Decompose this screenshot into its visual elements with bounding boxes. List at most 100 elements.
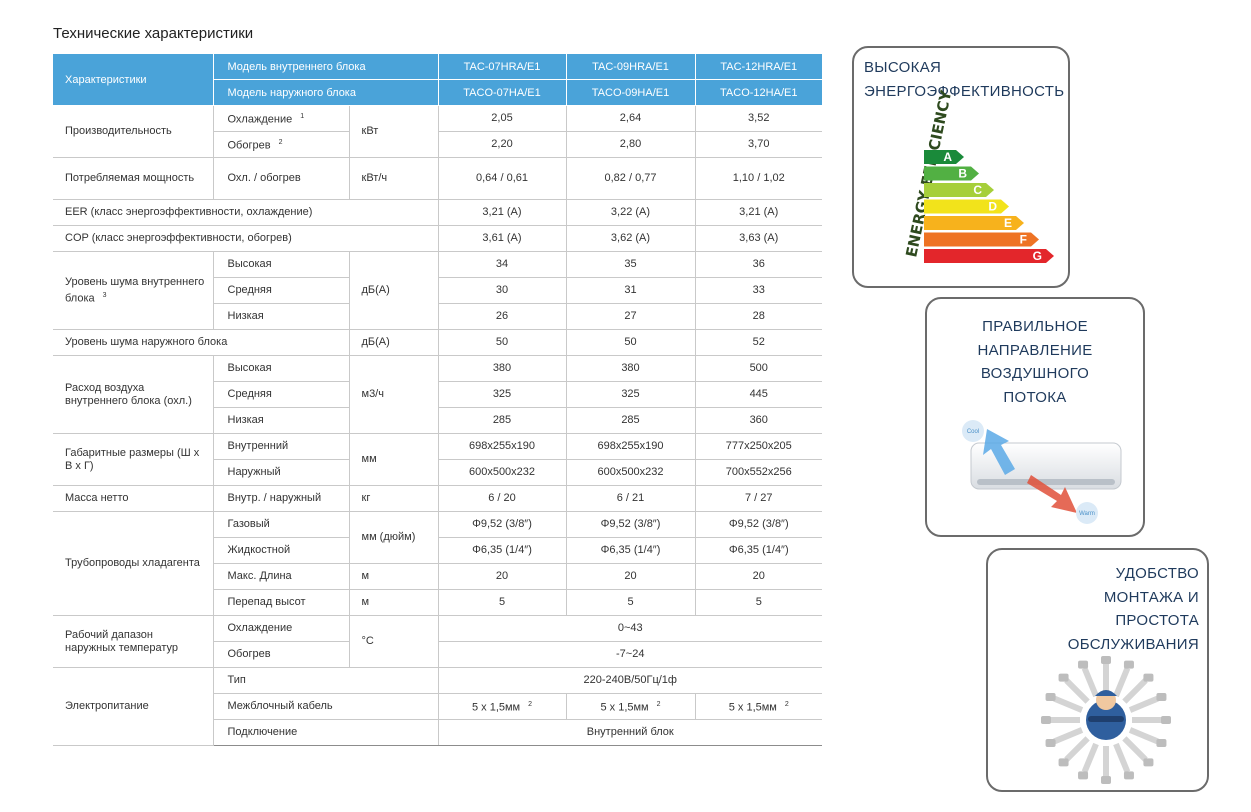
table-cell: Модель внутреннего блока — [212, 54, 438, 80]
tool-icon — [1041, 716, 1051, 724]
table-part: Охлаждение — [227, 113, 293, 126]
ac-illustration: Cool Warm — [962, 420, 1122, 524]
tool-icon — [1058, 673, 1069, 682]
table-part: Трубопроводы хладагента Газовый мм (дюйм… — [53, 511, 822, 616]
tool-icon — [1156, 738, 1167, 747]
title-line: ПРАВИЛЬНОЕ — [982, 318, 1088, 335]
table-cell: Φ6,35 (1/4″) — [437, 537, 567, 564]
title-line: ОБСЛУЖИВАНИЯ — [1067, 635, 1199, 653]
table-part: Производительность Охлаждение 1 кВт 2,05 2… — [53, 105, 822, 746]
energy-class-bar — [924, 249, 1054, 263]
table-cell: °C — [348, 615, 439, 668]
tool-ray — [1053, 695, 1084, 713]
table-cell: -7~24 — [437, 641, 822, 668]
table-cell: Уровень шума внутреннего блока 3 — [53, 251, 214, 330]
table-part: Средняя 325 325 445 — [53, 381, 822, 408]
table-part: Габаритные размеры (Ш х В х Г) Внутренни… — [53, 433, 822, 486]
table-part: Масса нетто Внутр. / наружный кг 6 / 20 6… — [53, 485, 822, 512]
table-cell: 500 — [694, 355, 822, 382]
table-cell: 600x500x232 — [565, 459, 696, 486]
table-cell: кВт/ч — [348, 157, 439, 200]
title-line: УДОБСТВО — [1115, 565, 1199, 582]
table-cell: TACO-07HA/E1 — [437, 79, 566, 106]
table-part: Модель наружного блока TACO-07HA/E1 TACO… — [53, 79, 822, 106]
tool-icon — [1058, 758, 1069, 767]
table-cell: Потребляемая мощность — [53, 157, 214, 200]
page-title: Технические характеристики — [53, 25, 254, 42]
table-part: Обогрев — [227, 139, 271, 152]
table-cell: Φ9,52 (3/8″) — [565, 511, 696, 538]
cool-arrow — [983, 429, 1015, 475]
table-cell: 33 — [694, 277, 822, 304]
table-cell: 31 — [565, 277, 696, 304]
table-cell: Средняя — [213, 277, 350, 304]
table-cell: 2,64 — [565, 105, 696, 132]
service-panel: УДОБСТВО МОНТАЖА И ПРОСТОТА ОБСЛУЖИВАНИЯ — [986, 548, 1209, 792]
table-cell: м — [348, 589, 439, 616]
table-cell: дБ(А) — [348, 251, 439, 330]
table-part: Низкая 26 27 28 — [53, 303, 822, 330]
energy-class-letter: D — [988, 200, 997, 214]
table-cell: Обогрев 2 — [213, 131, 350, 158]
energy-class-bar — [924, 166, 979, 181]
table-cell: 285 — [437, 407, 567, 434]
table-cell: мм (дюйм) — [348, 511, 439, 564]
table-part: Уровень шума внутреннего блока — [65, 275, 205, 305]
tool-icon — [1101, 776, 1111, 784]
tool-ray — [1122, 736, 1148, 762]
table-cell: 3,21 (A) — [694, 199, 822, 226]
table-cell: Φ6,35 (1/4″) — [565, 537, 696, 564]
table-cell: EER (класс энергоэффективности, охлажден… — [53, 199, 439, 226]
energy-class-letter: F — [1020, 233, 1027, 247]
technician-illustration — [1041, 656, 1171, 784]
tool-icon — [1143, 758, 1154, 767]
table-cell: 30 — [437, 277, 567, 304]
table-cell: 5 — [437, 589, 567, 616]
table-cell: 1,10 / 1,02 — [694, 157, 822, 200]
warm-badge — [1076, 502, 1098, 524]
table-cell: Перепад высот — [213, 589, 350, 616]
table-cell: м3/ч — [348, 355, 439, 434]
table-part: Уровень шума внутреннего блока 3 Высокая … — [53, 251, 822, 330]
table-cell: 3,63 (A) — [694, 225, 822, 252]
table-cell: 325 — [437, 381, 567, 408]
table-cell: 360 — [694, 407, 822, 434]
table-cell: 777x250x205 — [694, 433, 822, 460]
table-cell: 0,64 / 0,61 — [437, 157, 567, 200]
warm-label: Warm — [1079, 511, 1095, 517]
table-cell: Газовый — [212, 511, 350, 538]
table-cell: Электропитание — [53, 667, 214, 746]
technician-cap — [1095, 690, 1117, 696]
table-cell: Подключение — [213, 719, 439, 746]
energy-class-letter: C — [973, 183, 982, 197]
table-cell: TAC-12HRA/E1 — [694, 54, 822, 80]
cool-badge — [962, 420, 984, 442]
table-cell: кВт — [348, 105, 439, 158]
table-part: Средняя 30 31 33 — [53, 277, 822, 304]
table-part: Жидкостной Φ6,35 (1/4″) Φ6,35 (1/4″) Φ6,35… — [53, 537, 822, 564]
panel-title: УДОБСТВО МОНТАЖА И ПРОСТОТА ОБСЛУЖИВАНИЯ — [1068, 562, 1199, 656]
table-cell: 0~43 — [437, 615, 822, 642]
table-part: Производительность Охлаждение 1 кВт 2,05 2… — [53, 105, 822, 158]
table-part: 1 — [300, 113, 305, 121]
table-cell: Производительность — [53, 105, 214, 158]
table-cell: 20 — [565, 563, 696, 590]
table-cell: Средняя — [213, 381, 350, 408]
table-part: EER (класс энергоэффективности, охлажден… — [53, 199, 822, 226]
table-cell: 700x552x256 — [694, 459, 822, 486]
technician-arms — [1088, 716, 1124, 722]
title-line: ВОЗДУШНОГО — [980, 365, 1090, 382]
table-cell: 6 / 21 — [565, 485, 696, 512]
tool-ray — [1122, 678, 1148, 704]
table-part: Обогрев -7~24 — [53, 641, 822, 668]
table-part: 2 — [528, 701, 533, 709]
energy-class-bar — [924, 199, 1009, 214]
table-cell: Низкая — [213, 407, 350, 434]
energy-class-letter: B — [958, 167, 967, 181]
table-cell: 3,62 (A) — [565, 225, 696, 252]
table-part: 2 — [656, 701, 661, 709]
table-cell: 20 — [437, 563, 567, 590]
table-cell: 2,80 — [565, 131, 696, 158]
